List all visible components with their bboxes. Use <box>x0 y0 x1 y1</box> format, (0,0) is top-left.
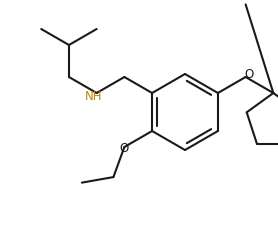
Text: O: O <box>244 68 253 82</box>
Text: O: O <box>120 142 129 154</box>
Text: NH: NH <box>85 90 102 102</box>
